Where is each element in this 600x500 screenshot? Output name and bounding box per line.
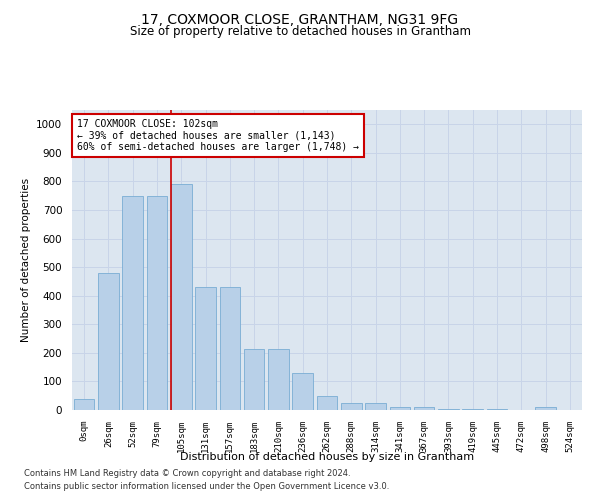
Bar: [487, 408, 508, 410]
Bar: [389, 406, 410, 410]
Bar: [414, 407, 434, 410]
Text: Contains public sector information licensed under the Open Government Licence v3: Contains public sector information licen…: [24, 482, 389, 491]
Bar: [220, 287, 240, 410]
Y-axis label: Number of detached properties: Number of detached properties: [20, 178, 31, 342]
Bar: [122, 196, 143, 410]
Bar: [317, 396, 337, 410]
Bar: [171, 184, 191, 410]
Text: Contains HM Land Registry data © Crown copyright and database right 2024.: Contains HM Land Registry data © Crown c…: [24, 468, 350, 477]
Bar: [292, 373, 313, 410]
Bar: [365, 403, 386, 410]
Bar: [268, 348, 289, 410]
Bar: [146, 196, 167, 410]
Bar: [244, 348, 265, 410]
Text: 17, COXMOOR CLOSE, GRANTHAM, NG31 9FG: 17, COXMOOR CLOSE, GRANTHAM, NG31 9FG: [142, 12, 458, 26]
Bar: [463, 408, 483, 410]
Text: 17 COXMOOR CLOSE: 102sqm
← 39% of detached houses are smaller (1,143)
60% of sem: 17 COXMOOR CLOSE: 102sqm ← 39% of detach…: [77, 119, 359, 152]
Bar: [74, 398, 94, 410]
Text: Size of property relative to detached houses in Grantham: Size of property relative to detached ho…: [130, 25, 470, 38]
Bar: [341, 403, 362, 410]
Bar: [535, 407, 556, 410]
Text: Distribution of detached houses by size in Grantham: Distribution of detached houses by size …: [180, 452, 474, 462]
Bar: [98, 273, 119, 410]
Bar: [438, 408, 459, 410]
Bar: [195, 287, 216, 410]
